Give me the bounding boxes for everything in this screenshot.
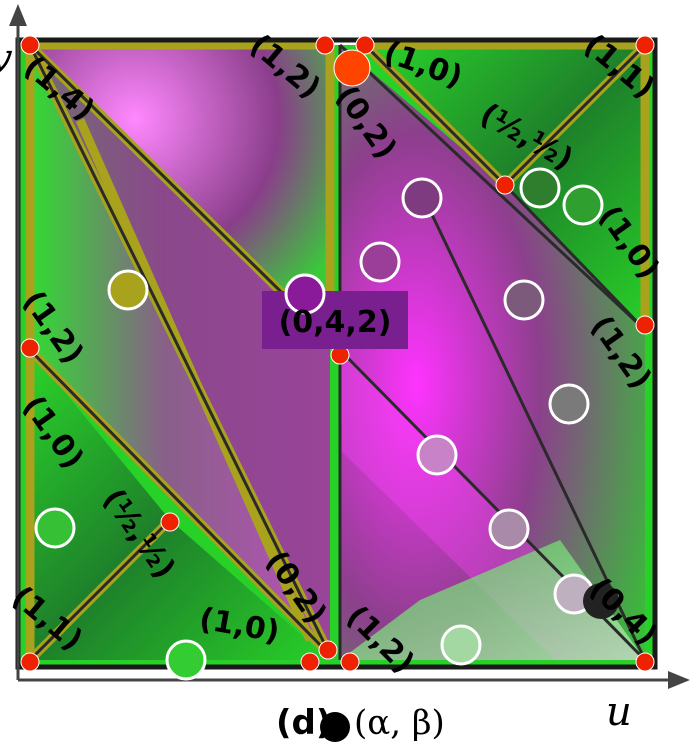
caption: (d) (α, β) bbox=[276, 703, 445, 743]
vertex-marker bbox=[20, 338, 40, 358]
badge-sample-point bbox=[284, 273, 326, 315]
vertex-marker bbox=[160, 512, 180, 532]
u-axis-label: u bbox=[606, 689, 632, 735]
center-badge-label: (0,4,2) bbox=[279, 305, 392, 340]
vertex-marker bbox=[355, 35, 375, 55]
vertex-marker bbox=[635, 35, 655, 55]
sample-point bbox=[548, 383, 590, 425]
vertex-marker bbox=[635, 315, 655, 335]
vertex-marker bbox=[635, 652, 655, 672]
vertex-marker bbox=[20, 652, 40, 672]
sample-point bbox=[359, 241, 401, 283]
vertex-marker bbox=[318, 640, 338, 660]
center-badge: (0,4,2) bbox=[262, 273, 408, 349]
vertex-markers bbox=[20, 35, 655, 672]
sample-point bbox=[416, 434, 458, 476]
u-axis-arrow-icon bbox=[668, 671, 690, 689]
sample-point bbox=[401, 177, 443, 219]
vertex-marker bbox=[315, 35, 335, 55]
caption-text: (α, β) bbox=[354, 703, 445, 743]
region-bottom-right bbox=[340, 540, 645, 660]
v-axis-arrow-icon bbox=[9, 4, 27, 26]
vertex-marker bbox=[340, 652, 360, 672]
caption-marker-icon bbox=[320, 712, 350, 742]
highlighted-vertex-marker bbox=[333, 49, 371, 87]
vertex-marker bbox=[495, 175, 515, 195]
sample-point bbox=[488, 508, 530, 550]
sample-point bbox=[519, 167, 561, 209]
axes: u v bbox=[0, 4, 690, 735]
black-sample-point bbox=[583, 583, 619, 619]
sample-point bbox=[34, 507, 76, 549]
sample-point bbox=[165, 639, 207, 681]
sample-point bbox=[562, 184, 604, 226]
vertex-marker bbox=[20, 35, 40, 55]
sample-point bbox=[440, 624, 482, 666]
vertex-marker bbox=[300, 652, 320, 672]
v-axis-label: v bbox=[0, 36, 13, 82]
sample-point bbox=[107, 269, 149, 311]
sample-point bbox=[503, 279, 545, 321]
